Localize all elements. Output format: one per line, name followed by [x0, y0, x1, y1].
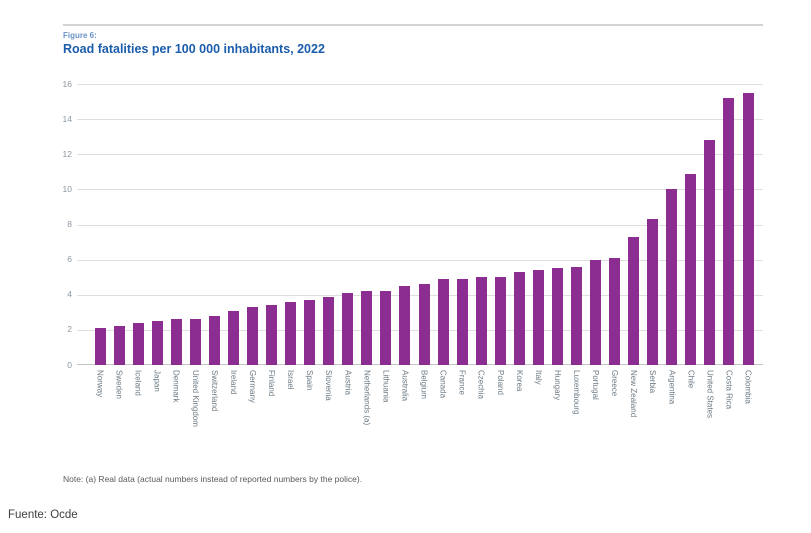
- bar: [494, 277, 506, 365]
- x-axis-category-label: Sweden: [114, 370, 124, 399]
- bar: [475, 277, 487, 365]
- x-axis-category-label: Australia: [400, 370, 410, 402]
- gridline: [77, 154, 763, 156]
- x-axis-category-label: Ireland: [228, 370, 238, 395]
- x-axis-category-label: Czechia: [476, 370, 486, 399]
- bar: [666, 189, 678, 365]
- x-axis-category-label: Greece: [610, 370, 620, 397]
- x-axis-category-label: Lithuania: [381, 370, 391, 403]
- bar: [246, 307, 258, 365]
- x-axis-category-label: Spain: [305, 370, 315, 391]
- bar: [551, 268, 563, 365]
- bar: [285, 301, 297, 365]
- bar: [590, 259, 602, 365]
- bar: [227, 310, 239, 365]
- top-divider: [63, 24, 763, 26]
- x-axis-category-label: Colombia: [743, 370, 753, 404]
- gridline: [77, 189, 763, 191]
- x-axis-category-label: Serbia: [648, 370, 658, 394]
- bar: [704, 140, 716, 365]
- x-axis-category-label: United States: [705, 370, 715, 419]
- x-axis-category-label: France: [457, 370, 467, 395]
- x-axis-category-label: Denmark: [171, 370, 181, 403]
- x-axis-category-label: Portugal: [591, 370, 601, 400]
- bar: [742, 92, 754, 365]
- x-axis-category-label: Switzerland: [209, 370, 219, 412]
- x-axis-category-label: Italy: [533, 370, 543, 385]
- bar: [132, 322, 144, 365]
- bar: [571, 266, 582, 365]
- x-axis-category-label: Slovenia: [324, 370, 334, 401]
- x-axis-category-label: Argentina: [667, 370, 677, 405]
- bar: [304, 300, 316, 365]
- figure-number-label: Figure 6:: [63, 31, 97, 40]
- bar: [685, 173, 697, 365]
- bar: [647, 219, 659, 365]
- bar: [342, 292, 354, 365]
- bar: [532, 270, 544, 365]
- y-axis-tick-label: 6: [67, 254, 72, 265]
- y-axis-tick-label: 2: [67, 324, 72, 335]
- y-axis-tick-label: 12: [62, 148, 72, 159]
- bar: [266, 305, 278, 365]
- bar: [723, 98, 735, 365]
- x-axis-category-label: Norway: [95, 370, 105, 398]
- x-axis-category-label: Chile: [686, 370, 696, 389]
- source-label: Fuente: Ocde: [8, 509, 78, 521]
- gridline: [77, 84, 763, 85]
- bar: [361, 291, 373, 365]
- x-axis-category-label: Japan: [152, 370, 162, 392]
- x-axis-category-label: New Zealand: [629, 370, 639, 418]
- x-axis-category-label: Germany: [247, 370, 257, 403]
- bar: [380, 291, 392, 365]
- x-axis-category-label: Canada: [438, 370, 448, 399]
- y-axis-tick-label: 10: [62, 183, 72, 194]
- bar: [437, 278, 449, 365]
- bar: [94, 328, 106, 365]
- bar: [151, 321, 163, 365]
- x-axis-category-label: Costa Rica: [724, 370, 734, 410]
- bar: [323, 296, 335, 365]
- x-axis-category-label: Netherlands (a): [362, 370, 372, 426]
- bar: [399, 285, 411, 365]
- y-axis-tick-label: 14: [62, 113, 72, 124]
- gridline: [77, 119, 763, 121]
- x-axis-category-label: Belgium: [419, 370, 429, 399]
- bar: [189, 319, 201, 365]
- x-axis-category-label: Korea: [514, 370, 524, 392]
- chart-note: Note: (a) Real data (actual numbers inst…: [63, 474, 363, 484]
- bar: [418, 284, 430, 365]
- x-axis-category-label: Iceland: [133, 370, 143, 396]
- x-axis-category-label: Luxembourg: [572, 370, 581, 415]
- bar: [208, 315, 220, 365]
- y-axis-tick-label: 0: [67, 359, 72, 370]
- x-axis-category-label: Israel: [286, 370, 296, 390]
- chart-title: Road fatalities per 100 000 inhabitants,…: [63, 42, 325, 56]
- bar: [456, 278, 468, 365]
- x-axis-category-label: Austria: [343, 370, 353, 395]
- bar: [113, 326, 125, 365]
- x-axis-category-label: United Kingdom: [190, 370, 200, 427]
- x-axis-category-label: Finland: [267, 370, 277, 397]
- bar: [609, 257, 621, 365]
- gridline: [77, 259, 763, 261]
- y-axis-tick-label: 4: [67, 289, 72, 300]
- bar: [628, 236, 640, 365]
- x-axis-category-label: Poland: [495, 370, 505, 395]
- x-axis-category-label: Hungary: [552, 370, 562, 401]
- bar: [513, 271, 525, 365]
- y-axis-tick-label: 8: [67, 219, 72, 229]
- bar: [170, 319, 182, 365]
- y-axis-tick-label: 16: [62, 78, 72, 89]
- gridline: [77, 224, 763, 226]
